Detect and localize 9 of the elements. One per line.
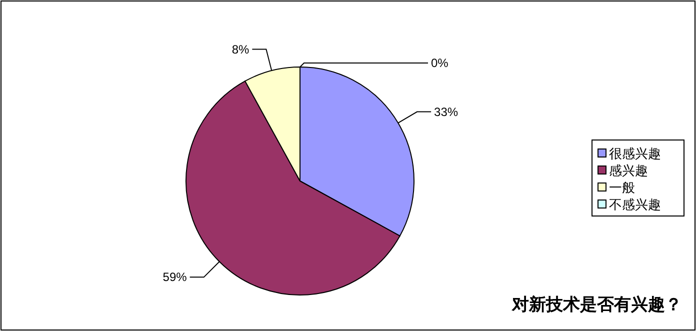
legend-label: 一般 bbox=[609, 180, 635, 195]
legend-label: 很感兴趣 bbox=[609, 146, 661, 161]
text: 0% bbox=[431, 56, 448, 70]
legend-label: 感兴趣 bbox=[609, 163, 648, 178]
legend-label: 不感兴趣 bbox=[609, 197, 661, 212]
data-label: 59% bbox=[162, 270, 188, 284]
data-label: 33% bbox=[434, 104, 458, 119]
data-label: 8% bbox=[232, 42, 250, 56]
text: 对新技术是否有兴趣？ bbox=[511, 295, 682, 314]
